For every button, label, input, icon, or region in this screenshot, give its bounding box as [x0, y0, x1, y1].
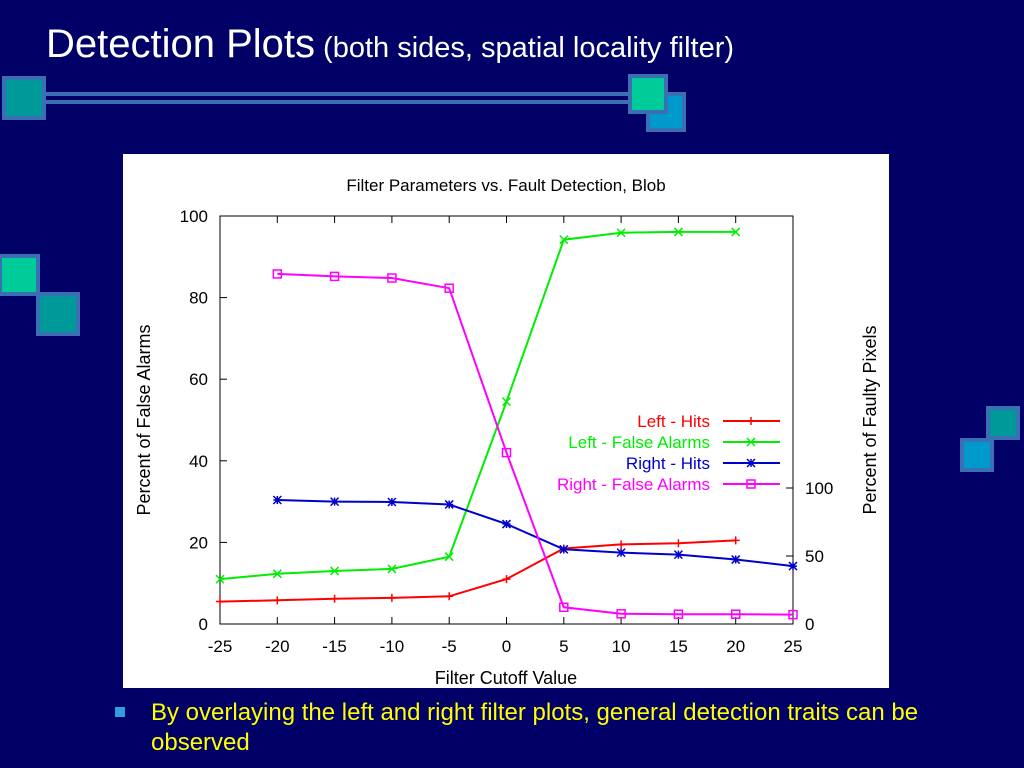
x-tick-label: -25: [208, 637, 233, 656]
data-point: [674, 539, 683, 548]
data-point: [731, 536, 740, 545]
deco-square-header-left: [2, 76, 46, 120]
y-tick-label: 100: [180, 207, 208, 226]
legend-marker: [746, 479, 756, 489]
data-point: [559, 602, 569, 613]
data-point: [216, 597, 224, 606]
data-point: [387, 564, 397, 574]
series-line: [219, 539, 736, 603]
x-tick-label: 25: [784, 637, 803, 656]
series-layer: [215, 227, 798, 620]
y2-tick-label: 100: [805, 479, 833, 498]
y-tick-label: 80: [189, 289, 208, 308]
data-point: [445, 592, 454, 601]
legend-marker: [746, 458, 756, 468]
deco-square-header-right-back: [646, 92, 686, 132]
deco-square-right-bottom: [960, 438, 994, 472]
legend-marker: [746, 437, 756, 447]
data-point: [501, 519, 512, 529]
series-1: [215, 227, 741, 584]
legend-label: Right - False Alarms: [557, 475, 710, 494]
legend-marker: [747, 417, 755, 425]
data-point: [731, 555, 741, 565]
x-tick-label: -20: [265, 637, 290, 656]
x-tick-label: 15: [669, 637, 688, 656]
slide-title-sub: (both sides, spatial locality filter): [323, 32, 735, 64]
data-point: [559, 544, 569, 554]
legend-label: Left - False Alarms: [568, 433, 710, 452]
data-point: [731, 227, 741, 237]
data-point: [329, 271, 340, 282]
bullet-marker: [115, 707, 125, 717]
series-line: [219, 230, 736, 581]
x-tick-label: -15: [322, 637, 347, 656]
data-point: [788, 561, 798, 571]
chart-panel: Filter Parameters vs. Fault Detection, B…: [123, 154, 889, 688]
series-line: [277, 272, 794, 616]
data-point: [444, 499, 454, 509]
data-point: [273, 596, 282, 605]
deco-bar-top: [40, 92, 640, 96]
data-point: [617, 540, 626, 549]
data-point: [387, 497, 397, 507]
y2-axis-label: Percent of Faulty Pixels: [860, 325, 880, 514]
deco-square-side-bottom: [36, 292, 80, 336]
data-point: [444, 283, 454, 293]
data-point: [673, 609, 684, 619]
data-point: [616, 228, 626, 238]
data-point: [673, 227, 683, 237]
y-tick-label: 20: [189, 533, 208, 552]
data-point: [272, 569, 282, 579]
data-point: [559, 235, 569, 245]
data-point: [730, 609, 741, 619]
data-point: [501, 397, 512, 407]
legend-label: Left - Hits: [637, 412, 710, 431]
data-point: [330, 497, 340, 507]
y-tick-label: 60: [189, 370, 208, 389]
series-3: [272, 269, 798, 620]
data-point: [673, 550, 683, 560]
axes: -25 -20 -15 -10 -5 0 5 10 15 20 250204060801000501…: [180, 207, 834, 656]
series-line: [277, 499, 794, 568]
data-point: [272, 495, 282, 505]
series-0: [216, 536, 740, 606]
data-point: [788, 609, 798, 620]
chart-svg: Filter Parameters vs. Fault Detection, B…: [134, 176, 880, 688]
data-point: [444, 552, 454, 562]
data-point: [502, 575, 511, 584]
y-tick-label: 0: [199, 615, 208, 634]
slide-title: Detection Plots (both sides, spatial loca…: [46, 22, 734, 67]
data-point: [387, 593, 396, 602]
data-point: [330, 566, 340, 576]
x-tick-label: -5: [442, 637, 457, 656]
x-tick-label: 0: [502, 637, 511, 656]
x-tick-label: 10: [612, 637, 631, 656]
x-tick-label: 20: [726, 637, 745, 656]
data-point: [215, 574, 225, 584]
y2-tick-label: 0: [805, 615, 814, 634]
chart-title: Filter Parameters vs. Fault Detection, B…: [346, 176, 665, 195]
y2-tick-label: 50: [805, 547, 824, 566]
series-2: [272, 495, 798, 571]
x-tick-label: -10: [380, 637, 405, 656]
legend: Left - Hits Left - False Alarms Right - Hi…: [557, 412, 780, 494]
data-point: [272, 269, 283, 279]
deco-square-header-right-front: [628, 74, 668, 114]
deco-bar-bottom: [40, 100, 640, 104]
legend-label: Right - Hits: [626, 454, 710, 473]
slide-title-main: Detection Plots: [46, 22, 316, 66]
y-tick-label: 40: [189, 452, 208, 471]
deco-square-side-top: [0, 254, 40, 296]
bullet-text: By overlaying the left and right filter …: [151, 699, 919, 756]
x-tick-label: 5: [559, 637, 568, 656]
x-axis-label: Filter Cutoff Value: [435, 668, 577, 688]
data-point: [501, 447, 512, 458]
data-point: [330, 594, 339, 603]
deco-square-right-top: [986, 406, 1020, 440]
y-axis-label: Percent of False Alarms: [134, 324, 154, 515]
data-point: [387, 273, 397, 283]
data-point: [616, 609, 626, 619]
data-point: [616, 548, 626, 558]
